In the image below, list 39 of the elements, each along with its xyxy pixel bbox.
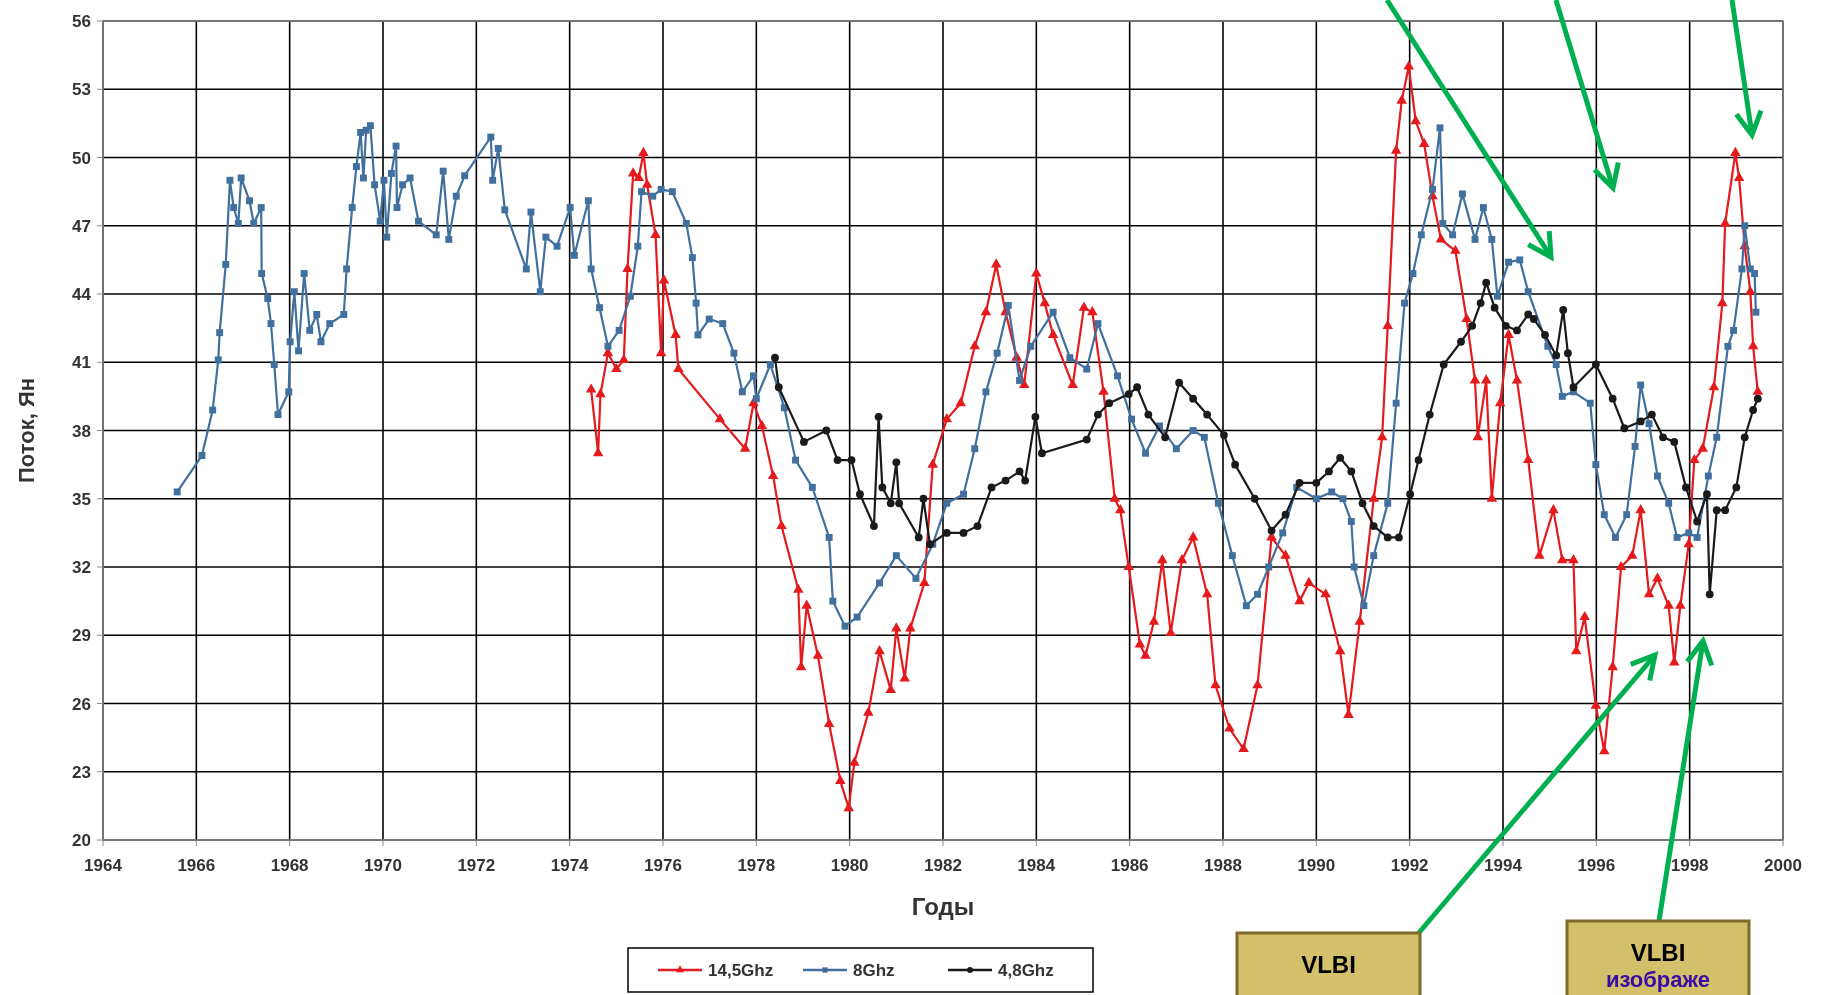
y-tick-label: 38 bbox=[72, 421, 91, 441]
y-tick-label: 32 bbox=[72, 558, 91, 577]
text: VLBI bbox=[1301, 951, 1356, 978]
x-tick-label: 1998 bbox=[1670, 856, 1709, 875]
x-tick-label: 1984 bbox=[1017, 856, 1056, 875]
x-tick-label: 1976 bbox=[644, 856, 682, 875]
x-tick-label: 1986 bbox=[1110, 856, 1149, 875]
y-tick-label: 35 bbox=[72, 489, 91, 509]
y-tick-label: 23 bbox=[72, 762, 91, 782]
x-tick-label: 1994 bbox=[1484, 856, 1523, 875]
y-tick-label: 44 bbox=[72, 285, 92, 304]
x-axis-title: Годы bbox=[911, 893, 975, 920]
x-tick-label: 1992 bbox=[1390, 856, 1429, 875]
y-tick-label: 53 bbox=[72, 80, 91, 100]
legend-label: 14,5Ghz bbox=[708, 961, 774, 980]
x-tick-label: 2000 bbox=[1764, 856, 1802, 875]
legend-label: 8Ghz bbox=[853, 961, 895, 980]
text: VLBI изображе bbox=[1605, 939, 1711, 992]
x-tick-label: 1974 bbox=[550, 856, 590, 875]
y-tick-label: 50 bbox=[72, 148, 91, 168]
y-tick-label: 26 bbox=[72, 694, 91, 714]
y-tick-label: 47 bbox=[72, 216, 91, 236]
x-tick-label: 1972 bbox=[457, 856, 496, 875]
y-axis-title: Поток, Ян bbox=[14, 378, 39, 483]
y-tick-label: 56 bbox=[72, 12, 91, 31]
x-tick-label: 1980 bbox=[830, 856, 869, 875]
x-tick-label: 1996 bbox=[1577, 856, 1616, 875]
x-tick-label: 1964 bbox=[84, 856, 123, 875]
x-tick-label: 1970 bbox=[364, 856, 402, 875]
x-tick-label: 1988 bbox=[1204, 856, 1242, 875]
x-tick-label: 1982 bbox=[924, 856, 962, 875]
x-tick-label: 1978 bbox=[737, 856, 776, 875]
x-tick-label: 1990 bbox=[1297, 856, 1336, 875]
x-tick-label: 1966 bbox=[177, 856, 216, 875]
legend-label: 4,8Ghz bbox=[998, 961, 1054, 980]
y-tick-label: 41 bbox=[72, 353, 91, 373]
y-tick-label: 20 bbox=[72, 831, 91, 850]
x-tick-label: 1968 bbox=[270, 856, 309, 875]
y-tick-label: 29 bbox=[72, 626, 91, 646]
